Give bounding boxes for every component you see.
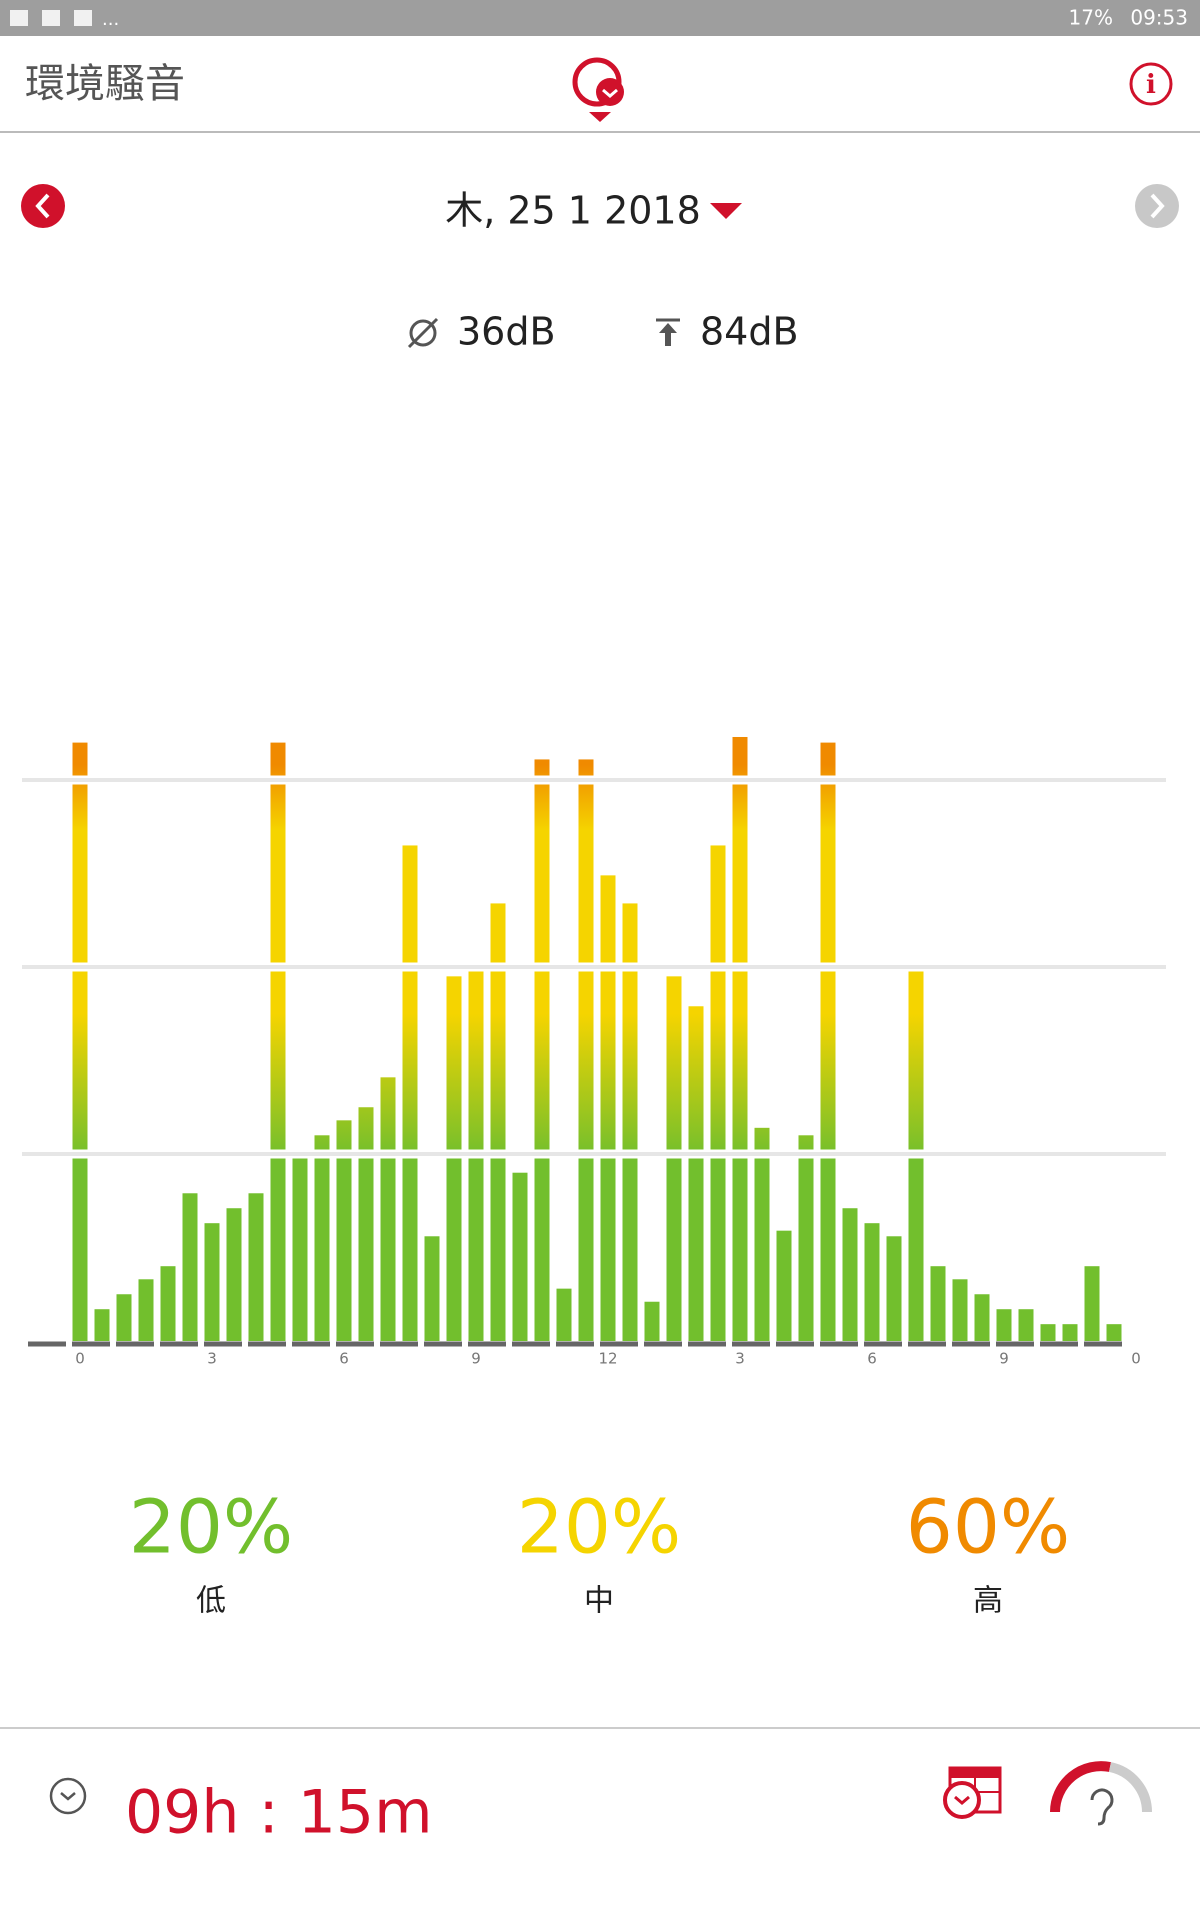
x-tick-label: 6 bbox=[339, 1350, 349, 1368]
bar bbox=[556, 1288, 572, 1341]
status-icon bbox=[42, 10, 60, 26]
bar bbox=[380, 1077, 396, 1341]
bar bbox=[996, 1309, 1012, 1341]
level-summary: 20% 低 20% 中 60% 高 bbox=[129, 1485, 1070, 1619]
bar bbox=[622, 903, 638, 1341]
level-percent: 20% bbox=[129, 1485, 293, 1571]
bar bbox=[138, 1279, 154, 1341]
bar bbox=[820, 742, 836, 1341]
bar bbox=[336, 1120, 352, 1341]
bar bbox=[930, 1266, 946, 1341]
x-tick-label: 0 bbox=[75, 1350, 85, 1368]
duration: 09h : 15m bbox=[125, 1778, 433, 1848]
bar bbox=[1106, 1324, 1122, 1341]
bar bbox=[160, 1266, 176, 1341]
bar bbox=[446, 976, 462, 1341]
bar bbox=[864, 1223, 880, 1341]
bar bbox=[292, 1150, 308, 1341]
x-tick-label: 9 bbox=[999, 1350, 1009, 1368]
bar bbox=[182, 1193, 198, 1341]
bar bbox=[1062, 1324, 1078, 1341]
bar bbox=[754, 1127, 770, 1341]
bar bbox=[1018, 1309, 1034, 1341]
bar bbox=[1084, 1266, 1100, 1341]
status-icon bbox=[10, 10, 28, 26]
level-label: 中 bbox=[584, 1584, 614, 1619]
x-tick-label: 3 bbox=[207, 1350, 217, 1368]
clock-icon bbox=[49, 1777, 87, 1815]
status-bar bbox=[0, 0, 1200, 36]
bar bbox=[578, 759, 594, 1341]
status-time: 09:53 bbox=[1130, 6, 1188, 30]
bar bbox=[490, 903, 506, 1341]
bar bbox=[666, 976, 682, 1341]
level-percent: 60% bbox=[906, 1485, 1070, 1571]
level-percent: 20% bbox=[517, 1485, 681, 1571]
bar bbox=[798, 1135, 814, 1341]
bar bbox=[512, 1172, 528, 1341]
status-icon bbox=[74, 10, 92, 26]
schedule-button[interactable] bbox=[943, 1766, 1002, 1819]
bar bbox=[270, 742, 286, 1341]
hearing-button[interactable] bbox=[1050, 1761, 1152, 1826]
noise-chart: 0 3 6 9 12 3 6 9 0 bbox=[22, 736, 1166, 1368]
peak-level: 84dB bbox=[700, 310, 799, 354]
bar bbox=[644, 1301, 660, 1341]
level-label: 低 bbox=[196, 1584, 226, 1619]
bar bbox=[974, 1294, 990, 1341]
date-dropdown[interactable] bbox=[710, 203, 742, 219]
peak-icon bbox=[656, 318, 680, 346]
bar bbox=[94, 1309, 110, 1341]
bar bbox=[886, 1236, 902, 1341]
bar bbox=[688, 1006, 704, 1341]
bar bbox=[1040, 1324, 1056, 1341]
bar bbox=[732, 736, 748, 1341]
x-tick-label: 0 bbox=[1131, 1350, 1141, 1368]
date[interactable]: 木, 25 1 2018 bbox=[445, 189, 701, 233]
info-button[interactable]: i bbox=[1129, 62, 1173, 106]
average-level: 36dB bbox=[457, 310, 556, 354]
next-day[interactable] bbox=[1135, 184, 1179, 228]
bar bbox=[116, 1294, 132, 1341]
bar bbox=[72, 742, 88, 1341]
bar bbox=[314, 1135, 330, 1341]
bar bbox=[776, 1230, 792, 1341]
bar bbox=[842, 1208, 858, 1341]
bar bbox=[358, 1107, 374, 1341]
svg-text:i: i bbox=[1146, 70, 1156, 100]
bar bbox=[402, 845, 418, 1341]
x-tick-label: 3 bbox=[735, 1350, 745, 1368]
status-battery: 17% bbox=[1069, 6, 1113, 30]
app-logo[interactable] bbox=[572, 57, 624, 122]
bar bbox=[600, 875, 616, 1341]
status-more: ... bbox=[102, 9, 119, 30]
average-icon bbox=[407, 317, 439, 349]
previous-day[interactable] bbox=[21, 184, 65, 228]
x-tick-label: 12 bbox=[598, 1350, 617, 1368]
bar bbox=[226, 1208, 242, 1341]
bar bbox=[710, 845, 726, 1341]
x-tick-label: 6 bbox=[867, 1350, 877, 1368]
bar bbox=[248, 1193, 264, 1341]
x-tick-label: 9 bbox=[471, 1350, 481, 1368]
bar bbox=[204, 1223, 220, 1341]
bar bbox=[424, 1236, 440, 1341]
bar bbox=[534, 759, 550, 1341]
bar bbox=[952, 1279, 968, 1341]
header-title: 環境騷音 bbox=[25, 61, 185, 107]
level-label: 高 bbox=[973, 1584, 1003, 1619]
